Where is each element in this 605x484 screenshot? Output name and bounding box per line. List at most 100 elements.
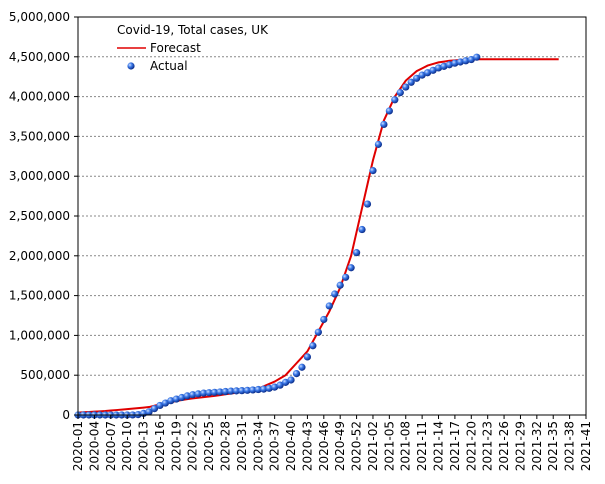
x-tick-label: 2020-40 [284, 421, 298, 471]
plot [74, 53, 559, 419]
actual-point [221, 387, 230, 396]
actual-point [292, 370, 301, 378]
y-tick-label: 4,500,000 [9, 50, 70, 64]
actual-point [467, 55, 475, 64]
actual-point [167, 397, 175, 405]
actual-point [336, 281, 344, 289]
actual-point [314, 328, 322, 336]
actual-point [205, 389, 213, 397]
actual-point [210, 388, 219, 396]
x-tick-label: 2021-35 [546, 421, 560, 471]
actual-point [287, 376, 295, 384]
x-tick-label: 2021-41 [579, 421, 593, 471]
actual-point [178, 393, 186, 402]
y-tick-label: 4,000,000 [9, 90, 70, 104]
actual-point [156, 401, 164, 410]
actual-point [423, 69, 432, 77]
x-tick-label: 2020-28 [218, 421, 232, 471]
grid [78, 56, 586, 376]
actual-point [183, 392, 191, 400]
actual-point [342, 273, 350, 281]
x-tick-label: 2021-23 [481, 421, 495, 471]
actual-point [320, 315, 328, 324]
actual-point [232, 387, 241, 395]
actual-point [281, 378, 290, 386]
actual-point [260, 385, 268, 393]
x-tick-label: 2020-34 [251, 421, 265, 471]
x-tick-label: 2021-14 [432, 421, 446, 471]
actual-point [298, 363, 306, 371]
actual-point [276, 381, 284, 389]
x-tick-label: 2021-20 [464, 421, 478, 471]
axes: 0 500,000 1,000,000 1,500,000 2,000,000 2,500… [9, 10, 593, 471]
actual-point [216, 388, 224, 396]
actual-point [227, 387, 235, 395]
actual-point [363, 200, 372, 208]
x-tick-label: 2021-02 [366, 421, 380, 471]
actual-point [161, 399, 169, 407]
actual-point [303, 353, 312, 361]
y-tick-label: 2,500,000 [9, 209, 70, 223]
actual-point [380, 120, 388, 129]
actual-point [347, 264, 355, 272]
x-tick-label: 2020-10 [120, 421, 134, 471]
legend: Covid-19, Total cases, UK Forecast Actual [117, 23, 269, 73]
y-tick-label: 3,500,000 [9, 129, 70, 143]
x-tick-label: 2020-25 [202, 421, 216, 471]
actual-point [418, 71, 426, 79]
y-tick-label: 5,000,000 [9, 10, 70, 24]
actual-point [150, 405, 159, 413]
plot-frame [77, 16, 587, 416]
x-tick-label: 2020-13 [137, 421, 151, 471]
actual-point [358, 225, 366, 234]
actual-point [254, 385, 262, 394]
y-tick-label: 500,000 [20, 368, 70, 382]
actual-point [429, 66, 437, 74]
x-tick-label: 2020-04 [87, 421, 101, 471]
actual-point [369, 167, 377, 175]
x-tick-label: 2020-43 [300, 421, 314, 471]
x-tick-label: 2021-32 [530, 421, 544, 471]
actual-point [331, 290, 339, 298]
actual-point [200, 389, 208, 397]
x-tick-label: 2020-46 [317, 421, 331, 471]
x-tick-label: 2021-11 [415, 421, 429, 471]
actual-point [391, 96, 399, 104]
actual-point [194, 390, 202, 398]
actual-point [238, 387, 246, 395]
chart-title: Covid-19, Total cases, UK [117, 23, 269, 37]
actual-point [434, 64, 443, 72]
actual-point [407, 78, 415, 86]
actual-point [402, 83, 410, 91]
x-tick-label: 2020-01 [71, 421, 85, 471]
legend-label: Actual [150, 59, 188, 73]
x-tick-label: 2020-22 [186, 421, 200, 471]
x-tick-label: 2020-52 [350, 421, 364, 471]
actual-point [249, 386, 257, 394]
actual-point [440, 62, 448, 70]
x-tick-label: 2020-19 [169, 421, 183, 471]
actual-point [145, 408, 153, 416]
x-tick-label: 2020-49 [333, 421, 347, 471]
x-tick-label: 2020-31 [235, 421, 249, 471]
actual-point [265, 384, 273, 392]
x-tick-label: 2021-08 [399, 421, 413, 471]
x-tick-label: 2020-37 [268, 421, 282, 471]
y-tick-label: 2,000,000 [9, 249, 70, 263]
actual-point [352, 249, 361, 257]
actual-point [413, 74, 421, 82]
actual-point [374, 140, 383, 148]
actual-point [271, 383, 279, 391]
x-tick-label: 2021-05 [382, 421, 396, 471]
actual-point [451, 59, 459, 67]
legend-label: Forecast [150, 41, 201, 55]
actual-point [325, 302, 333, 310]
forecast-line [77, 58, 559, 414]
actual-point [473, 53, 481, 61]
actual-point [189, 391, 197, 399]
y-tick-label: 3,000,000 [9, 169, 70, 183]
legend-swatch [127, 62, 135, 70]
y-tick-label: 1,000,000 [9, 328, 70, 342]
actual-point [243, 386, 251, 394]
